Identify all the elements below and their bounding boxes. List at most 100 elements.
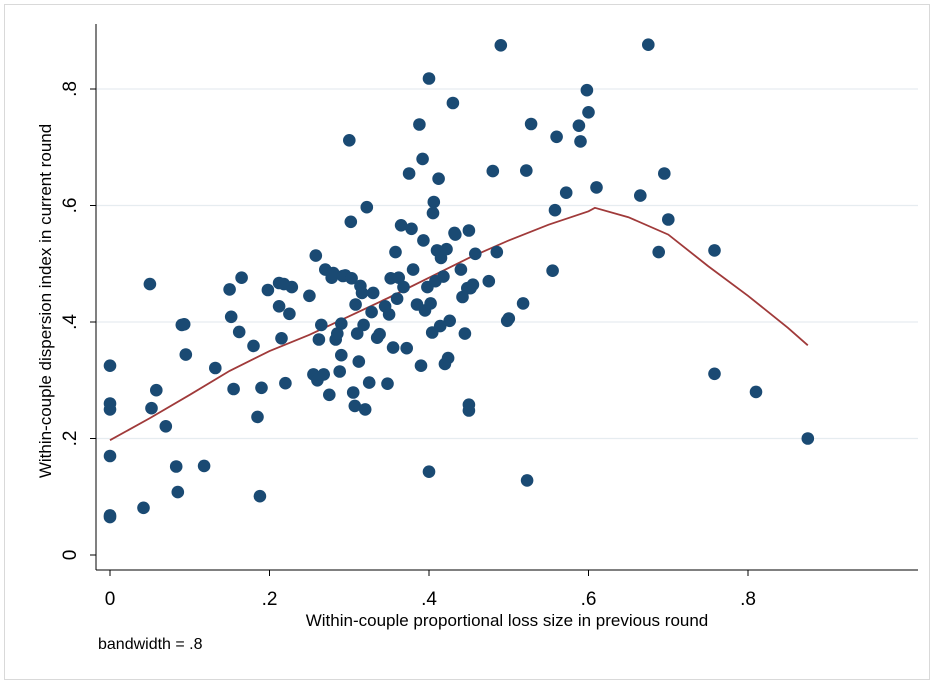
data-point xyxy=(251,410,264,424)
data-point xyxy=(559,186,573,199)
axes xyxy=(95,24,918,571)
data-point xyxy=(580,83,594,97)
data-point xyxy=(103,510,117,524)
data-point xyxy=(662,213,675,226)
data-point xyxy=(373,327,386,341)
x-tick-label: .2 xyxy=(262,589,278,610)
data-point xyxy=(103,359,117,373)
data-point xyxy=(137,501,150,515)
data-point xyxy=(382,308,396,321)
data-point xyxy=(449,228,462,241)
x-tick-label: .4 xyxy=(421,589,437,610)
data-point xyxy=(454,263,468,276)
data-point xyxy=(422,465,436,479)
y-axis-title: Within-couple dispersion index in curren… xyxy=(36,124,55,478)
data-point xyxy=(223,283,236,296)
data-point xyxy=(466,278,480,292)
data-point xyxy=(427,195,441,209)
data-point xyxy=(458,327,472,340)
data-point xyxy=(323,388,336,402)
gridlines xyxy=(96,88,918,440)
data-point xyxy=(417,234,430,247)
data-point xyxy=(349,298,362,311)
data-point xyxy=(315,318,328,332)
data-point xyxy=(413,118,426,131)
data-point xyxy=(312,333,326,346)
data-point xyxy=(360,200,374,214)
data-point xyxy=(432,172,445,185)
data-point xyxy=(486,164,500,178)
data-point xyxy=(469,247,482,261)
data-point xyxy=(397,280,410,294)
data-point xyxy=(335,317,348,331)
data-point xyxy=(235,271,248,285)
data-point xyxy=(502,312,516,325)
data-point xyxy=(261,283,275,297)
data-point xyxy=(490,245,504,259)
data-point xyxy=(253,489,267,503)
lowess-curve xyxy=(109,206,809,441)
data-point xyxy=(550,130,563,144)
data-point xyxy=(546,264,559,278)
data-point xyxy=(350,327,364,340)
y-tick-label: .2 xyxy=(60,431,81,447)
data-point xyxy=(386,341,400,354)
data-point xyxy=(309,249,323,262)
data-point xyxy=(232,325,246,339)
data-point xyxy=(355,286,369,300)
data-point xyxy=(572,119,586,132)
data-point xyxy=(708,244,721,257)
data-point xyxy=(446,96,460,110)
data-point xyxy=(433,319,447,333)
data-point xyxy=(801,432,815,445)
data-point xyxy=(103,449,117,463)
data-point xyxy=(708,367,721,381)
data-point xyxy=(209,361,222,375)
data-point xyxy=(590,181,603,194)
data-point xyxy=(197,459,211,473)
x-axis-title: Within-couple proportional loss size in … xyxy=(306,611,709,630)
data-point xyxy=(145,401,158,415)
data-point xyxy=(224,310,238,324)
data-point xyxy=(303,289,316,303)
data-point xyxy=(424,297,437,310)
x-tick-label: .8 xyxy=(740,589,756,610)
data-point xyxy=(437,270,450,283)
x-tick-label: .6 xyxy=(581,589,597,610)
data-point xyxy=(520,474,534,487)
lowess-curve-layer xyxy=(109,206,809,441)
data-point xyxy=(343,134,356,147)
data-point xyxy=(414,359,428,373)
data-point xyxy=(443,314,457,328)
data-point xyxy=(381,377,394,391)
data-point xyxy=(405,222,418,236)
data-point xyxy=(520,164,533,177)
data-point xyxy=(634,189,647,202)
data-point xyxy=(652,245,665,259)
data-point xyxy=(143,277,157,291)
data-point xyxy=(275,332,288,345)
data-point xyxy=(392,271,406,285)
data-point xyxy=(642,38,655,51)
data-point xyxy=(150,383,163,397)
data-point xyxy=(574,135,587,148)
data-point xyxy=(440,242,453,256)
data-point xyxy=(335,348,348,362)
data-point xyxy=(255,381,268,395)
chart-frame xyxy=(4,4,930,680)
data-point xyxy=(366,286,380,300)
data-point xyxy=(462,404,476,417)
data-point xyxy=(390,292,404,306)
data-point xyxy=(352,355,366,368)
data-point xyxy=(416,152,429,166)
x-axis-ticks: 0 .2 .4 .6 .8 xyxy=(105,570,756,610)
data-point xyxy=(179,348,193,361)
data-point xyxy=(422,72,436,85)
data-point xyxy=(749,385,763,399)
data-point xyxy=(582,106,595,119)
data-point xyxy=(227,382,240,396)
data-point xyxy=(159,420,173,433)
data-point xyxy=(344,215,358,229)
data-point xyxy=(103,403,117,416)
data-points xyxy=(103,38,815,524)
